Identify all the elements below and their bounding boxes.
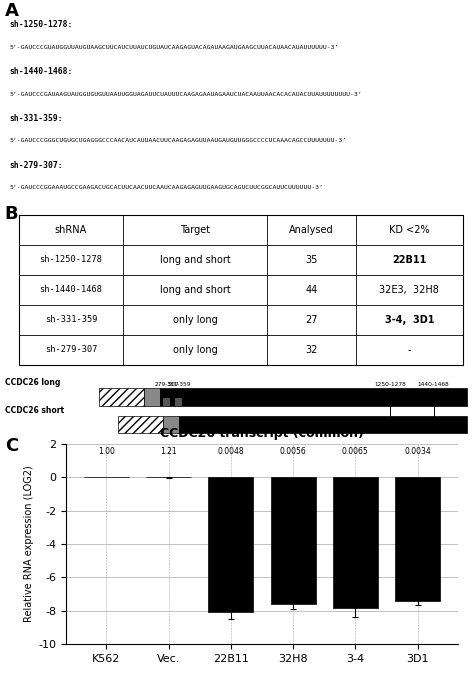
Text: 1440-1468: 1440-1468 <box>418 382 449 387</box>
Bar <box>99 388 144 405</box>
Bar <box>430 427 437 433</box>
Bar <box>333 477 378 608</box>
Text: 279-307: 279-307 <box>154 382 179 387</box>
Text: long and short: long and short <box>160 285 231 295</box>
Text: 1250-1278: 1250-1278 <box>374 382 406 387</box>
Y-axis label: Relative RNA expression (LOG2): Relative RNA expression (LOG2) <box>24 466 34 622</box>
Text: 331-359: 331-359 <box>166 382 191 387</box>
Text: CCDC26 short: CCDC26 short <box>5 406 64 415</box>
Text: C: C <box>5 437 18 456</box>
Text: only long: only long <box>173 315 218 325</box>
Bar <box>163 416 179 433</box>
Text: 5’-GAUCCCGGGCUGUGCUGAGGGCCCAACAUCAUUAACUUCAAGAGAGUUAAUGAUGUUGGGCCCCUCAAACAGCCUUU: 5’-GAUCCCGGGCUGUGCUGAGGGCCCAACAUCAUUAACU… <box>9 138 346 143</box>
Bar <box>118 416 163 433</box>
Text: only long: only long <box>173 345 218 355</box>
Text: sh-1440-1468: sh-1440-1468 <box>40 285 102 294</box>
Text: sh-331-359: sh-331-359 <box>45 315 97 324</box>
Bar <box>144 388 160 405</box>
Text: sh-279-307: sh-279-307 <box>45 345 97 355</box>
Text: sh-279-307:: sh-279-307: <box>9 161 63 170</box>
Text: 5’-GAUCCCGUAUGGUUAUGUAAGCUUCAUCUUAUCUGUAUCAAGAGUACAGAUAAGAUGAAGCUUACAUAACAUAUUUU: 5’-GAUCCCGUAUGGUUAUGUAAGCUUCAUCUUAUCUGUA… <box>9 45 339 49</box>
Text: 1.00: 1.00 <box>98 447 115 456</box>
Text: 0.0056: 0.0056 <box>280 447 306 456</box>
Text: 35: 35 <box>305 255 318 265</box>
Bar <box>163 398 170 405</box>
Text: 3-4,  3D1: 3-4, 3D1 <box>385 315 434 325</box>
Text: -: - <box>407 345 411 355</box>
Text: 27: 27 <box>305 315 318 325</box>
Bar <box>270 477 315 604</box>
Text: 32E3,  32H8: 32E3, 32H8 <box>379 285 439 295</box>
Text: shRNA: shRNA <box>55 225 87 235</box>
Text: CCDC26 long: CCDC26 long <box>5 378 60 387</box>
Text: KD <2%: KD <2% <box>389 225 430 235</box>
Bar <box>160 388 467 405</box>
Bar <box>387 399 393 405</box>
Bar <box>175 398 182 405</box>
Bar <box>430 399 437 405</box>
Bar <box>387 427 393 433</box>
Bar <box>209 477 253 612</box>
Title: CCDC26 transcript (common): CCDC26 transcript (common) <box>160 427 364 440</box>
Text: A: A <box>5 2 18 20</box>
Text: 0.0048: 0.0048 <box>218 447 244 456</box>
Text: Analysed: Analysed <box>289 225 334 235</box>
Text: 5’-GAUCCCGAUAAGUAUGGUGUGUUAAUUGGUAGAUUCUAUUUCAAGAGAAUAGAAUCUACAAUUAACACACAUACUUA: 5’-GAUCCCGAUAAGUAUGGUGUGUUAAUUGGUAGAUUCU… <box>9 92 362 96</box>
Text: Target: Target <box>180 225 211 235</box>
Text: 0.0034: 0.0034 <box>404 447 431 456</box>
Text: 0.0065: 0.0065 <box>342 447 369 456</box>
Text: sh-1250-1278:: sh-1250-1278: <box>9 20 73 29</box>
Text: long and short: long and short <box>160 255 231 265</box>
Text: B: B <box>5 205 18 222</box>
Text: 32: 32 <box>305 345 318 355</box>
Text: sh-1250-1278: sh-1250-1278 <box>40 256 102 264</box>
Text: 5’-GAUCCCGGAAAUGCCGAAGACUGCACUUCAACUUCAAUCAAGAGAGUUGAAGUGCAGUCUUCGGCAUUCUUUUUU-3: 5’-GAUCCCGGAAAUGCCGAAGACUGCACUUCAACUUCAA… <box>9 185 323 190</box>
Text: 44: 44 <box>305 285 318 295</box>
Text: 22B11: 22B11 <box>392 255 427 265</box>
Bar <box>395 477 440 601</box>
Text: 1.21: 1.21 <box>160 447 177 456</box>
Bar <box>19 215 463 365</box>
Bar <box>179 416 467 433</box>
Text: sh-1440-1468:: sh-1440-1468: <box>9 67 73 76</box>
Text: sh-331-359:: sh-331-359: <box>9 114 63 123</box>
